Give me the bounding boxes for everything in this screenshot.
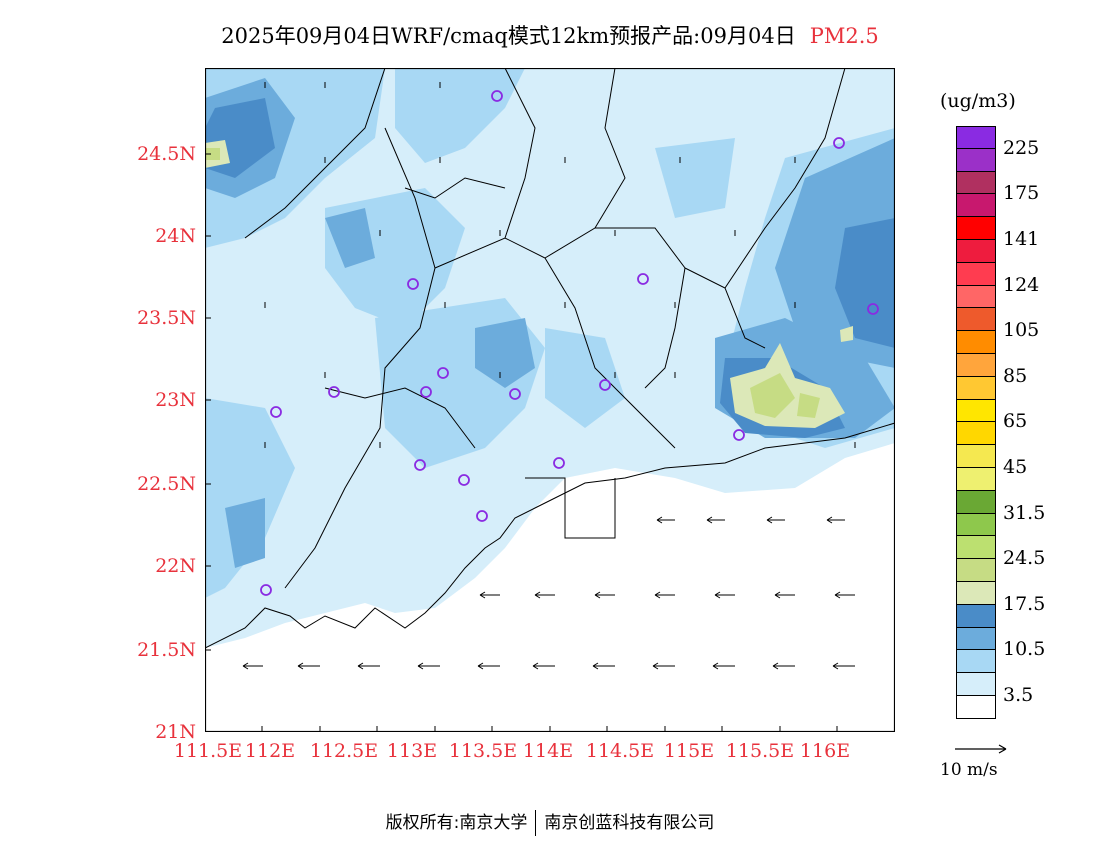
legend-tick-label: 124 bbox=[1003, 273, 1040, 296]
x-tick-label: 115E bbox=[663, 740, 715, 762]
legend-color-box bbox=[956, 604, 996, 628]
map-panel bbox=[205, 68, 895, 732]
concentration-31-band bbox=[205, 140, 853, 428]
legend-color-box bbox=[956, 627, 996, 651]
legend-tick-label: 225 bbox=[1003, 136, 1040, 159]
footer-left: 版权所有:南京大学 bbox=[385, 813, 528, 833]
legend-tick-label: 85 bbox=[1003, 364, 1028, 387]
y-tick-label: 24N bbox=[155, 225, 196, 247]
legend-color-box bbox=[956, 285, 996, 309]
legend-color-box bbox=[956, 695, 996, 719]
chart-title: 2025年09月04日WRF/cmaq模式12km预报产品:09月04日 PM2.… bbox=[0, 20, 1100, 50]
x-tick-label: 114.5E bbox=[585, 740, 655, 762]
x-tick-label: 113E bbox=[386, 740, 438, 762]
legend-tick-label: 65 bbox=[1003, 410, 1028, 433]
copyright-footer: 版权所有:南京大学 南京创蓝科技有限公司 bbox=[0, 808, 1100, 836]
footer-right: 南京创蓝科技有限公司 bbox=[544, 813, 715, 833]
legend-tick-label: 175 bbox=[1003, 182, 1040, 205]
legend-color-box bbox=[956, 581, 996, 605]
legend-color-box bbox=[956, 194, 996, 218]
x-tick-label: 112E bbox=[244, 740, 296, 762]
legend-color-box bbox=[956, 239, 996, 263]
x-tick-label: 111.5E bbox=[173, 740, 243, 762]
legend-color-box bbox=[956, 148, 996, 172]
legend-tick-label: 3.5 bbox=[1003, 684, 1034, 706]
legend-color-box bbox=[956, 376, 996, 400]
legend-tick-label: 31.5 bbox=[1003, 501, 1046, 524]
legend-color-box bbox=[956, 490, 996, 514]
color-legend bbox=[956, 126, 996, 719]
legend-tick-label: 24.5 bbox=[1003, 547, 1046, 570]
y-tick-label: 23N bbox=[155, 389, 196, 411]
wind-vectors bbox=[242, 82, 856, 670]
legend-tick-label: 141 bbox=[1003, 228, 1040, 250]
legend-color-box bbox=[956, 331, 996, 354]
legend-color-box bbox=[956, 673, 996, 696]
legend-unit: (ug/m3) bbox=[940, 90, 1016, 112]
station-markers bbox=[260, 90, 879, 596]
x-tick-label: 116E bbox=[799, 740, 851, 762]
x-tick-label: 112.5E bbox=[309, 740, 379, 762]
legend-tick-label: 105 bbox=[1003, 319, 1040, 342]
legend-color-box bbox=[956, 445, 996, 468]
legend-color-box bbox=[956, 467, 996, 491]
footer-separator bbox=[535, 810, 537, 836]
title-variable: PM2.5 bbox=[809, 24, 879, 48]
wind-reference-arrow bbox=[955, 744, 1007, 754]
y-tick-label: 21N bbox=[155, 721, 196, 743]
legend-color-box bbox=[956, 513, 996, 537]
legend-color-box bbox=[956, 650, 996, 674]
x-tick-label: 115.5E bbox=[725, 740, 795, 762]
legend-tick-label: 45 bbox=[1003, 456, 1028, 478]
boundary-lines bbox=[205, 68, 895, 649]
legend-color-box bbox=[956, 422, 996, 446]
legend-color-box bbox=[956, 308, 996, 332]
legend-color-box bbox=[956, 559, 996, 582]
legend-color-box bbox=[956, 217, 996, 240]
legend-tick-label: 10.5 bbox=[1003, 638, 1046, 661]
wind-reference-label: 10 m/s bbox=[940, 760, 998, 780]
legend-color-box bbox=[956, 353, 996, 377]
y-tick-label: 23.5N bbox=[137, 307, 196, 329]
legend-color-box bbox=[956, 171, 996, 195]
legend-color-box bbox=[956, 262, 996, 286]
y-tick-label: 24.5N bbox=[137, 143, 196, 165]
legend-color-box bbox=[956, 126, 996, 149]
y-tick-label: 21.5N bbox=[137, 639, 196, 661]
x-tick-label: 113.5E bbox=[448, 740, 518, 762]
y-tick-label: 22.5N bbox=[137, 473, 196, 495]
title-main: 2025年09月04日WRF/cmaq模式12km预报产品:09月04日 bbox=[221, 24, 796, 48]
legend-color-box bbox=[956, 536, 996, 560]
legend-tick-label: 17.5 bbox=[1003, 592, 1046, 615]
legend-color-box bbox=[956, 399, 996, 423]
y-tick-label: 22N bbox=[155, 555, 196, 577]
x-tick-label: 114E bbox=[522, 740, 574, 762]
